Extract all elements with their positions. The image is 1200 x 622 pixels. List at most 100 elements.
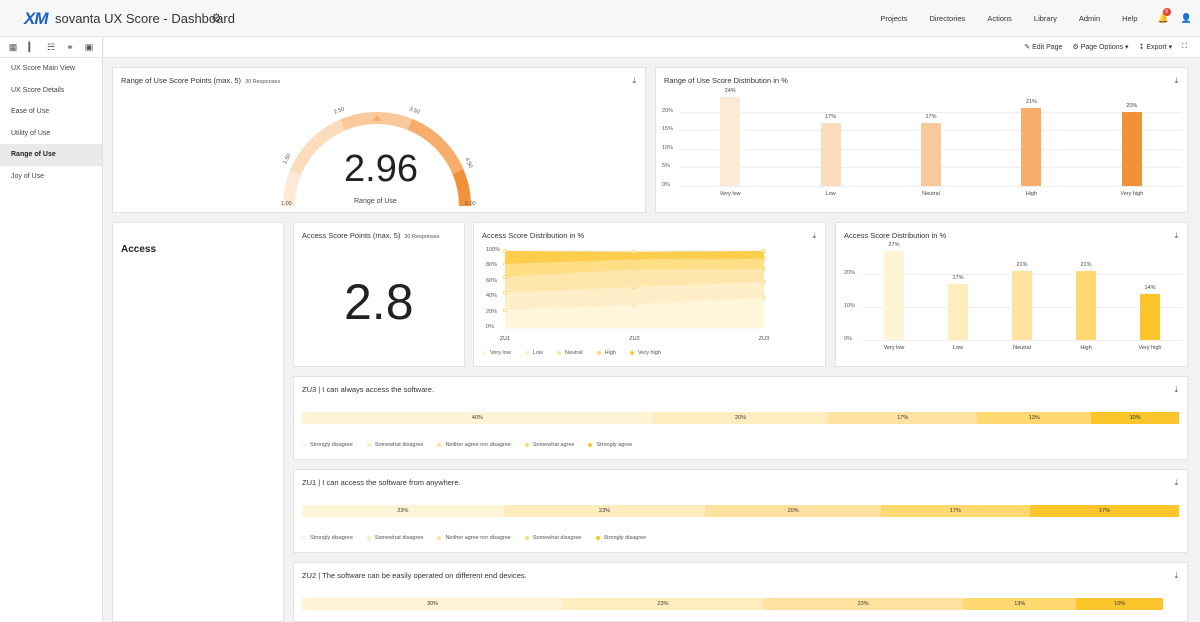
legend-item[interactable]: Neither agree nor disagree — [437, 442, 511, 448]
question-card-zu2: ZU2 | The software can be easily operate… — [293, 562, 1188, 622]
data-point — [762, 249, 766, 253]
bar-value-label: 21% — [1080, 262, 1092, 268]
nav-directories[interactable]: Directories — [929, 14, 966, 23]
legend-item[interactable]: Strongly agree — [588, 442, 632, 448]
access-score-title: Access Score Points (max. 5) 30 Responses — [302, 231, 440, 240]
legend-item[interactable]: Strongly disagree — [302, 535, 353, 541]
download-icon[interactable]: ⤓ — [1174, 76, 1178, 85]
legend-dot — [596, 351, 601, 355]
stack-segment[interactable]: 40% — [302, 412, 653, 424]
category-label: Very low — [883, 345, 905, 351]
nav-projects[interactable]: Projects — [880, 14, 908, 23]
bell-icon[interactable]: 🔔 9 — [1157, 8, 1171, 23]
stack-segment[interactable]: 13% — [977, 412, 1092, 424]
download-icon[interactable]: ⤓ — [1174, 231, 1178, 240]
bar[interactable] — [884, 251, 904, 340]
share-icon[interactable]: ⚭ — [66, 42, 74, 52]
stack-segment[interactable]: 20% — [652, 412, 829, 424]
category-label: Low — [952, 345, 964, 351]
filter-icon[interactable]: ☵ — [46, 42, 56, 52]
legend-item[interactable]: Neither agree nor disagree — [437, 535, 511, 541]
download-icon[interactable]: ⤓ — [1174, 385, 1178, 394]
gear-icon[interactable]: ⚙ — [211, 11, 222, 25]
bar[interactable] — [1012, 271, 1032, 340]
nav-admin[interactable]: Admin — [1078, 14, 1101, 23]
bar[interactable] — [1121, 111, 1142, 186]
nav-actions[interactable]: Actions — [987, 14, 1012, 23]
legend-item[interactable]: Neutral — [556, 350, 583, 356]
export-button[interactable]: ↧ Export ▾ — [1138, 44, 1173, 51]
bar[interactable] — [948, 284, 968, 340]
stack-segment[interactable]: 10% — [1076, 598, 1164, 610]
bar[interactable] — [720, 96, 741, 186]
bar-chart-icon[interactable]: ▎ — [28, 42, 36, 52]
legend-item[interactable]: Somewhat disagree — [366, 442, 423, 448]
legend-item[interactable]: Somewhat disagree — [366, 535, 424, 541]
bar-value-label: 21% — [1016, 262, 1028, 268]
gauge-tick-min: 1.00 — [281, 201, 292, 207]
user-icon[interactable]: 👤 — [1180, 13, 1192, 23]
stack-segment[interactable]: 23% — [302, 505, 504, 517]
y-tick-label: 0% — [844, 336, 852, 342]
legend-item[interactable]: High — [596, 350, 616, 356]
bar[interactable] — [1021, 107, 1042, 186]
stack-segment[interactable]: 17% — [880, 505, 1030, 517]
legend-item[interactable]: Very high — [629, 350, 661, 356]
bar[interactable] — [921, 122, 941, 186]
stack-segment[interactable]: 23% — [503, 505, 706, 517]
legend-item[interactable]: Strongly disagree — [595, 535, 646, 541]
nav-help[interactable]: Help — [1122, 14, 1138, 23]
page-options-button[interactable]: ⚙ Page Options ▾ — [1072, 44, 1129, 51]
legend-dot — [588, 443, 593, 447]
question-title: ZU2 | The software can be easily operate… — [302, 571, 527, 580]
stack-segment[interactable]: 23% — [563, 598, 764, 610]
legend-dot — [366, 443, 371, 447]
y-tick-label: 60% — [486, 277, 498, 284]
nav-library[interactable]: Library — [1033, 14, 1057, 23]
gauge-segment — [407, 118, 465, 176]
edit-page-button[interactable]: ✎ Edit Page — [1024, 44, 1063, 51]
legend-item[interactable]: Somewhat disagree — [524, 535, 582, 541]
stack-segment[interactable]: 17% — [828, 412, 978, 424]
sidebar-item-ux-details[interactable]: UX Score Details — [11, 86, 65, 94]
stack-segment[interactable]: 17% — [1029, 505, 1179, 517]
collapse-icon[interactable]: ▣ — [84, 42, 94, 52]
sidebar-item-joy[interactable]: Joy of Use — [11, 172, 45, 180]
legend-item[interactable]: Strongly disagree — [302, 442, 353, 448]
page-options-label: Page Options — [1080, 44, 1124, 51]
stack-segment[interactable]: 10% — [1091, 412, 1179, 424]
legend-dot — [302, 536, 306, 540]
dashboard-icon[interactable]: ▦ — [8, 42, 18, 52]
stack-segment[interactable]: 20% — [705, 505, 881, 517]
legend-item[interactable]: Very low — [482, 350, 511, 356]
bar[interactable] — [820, 122, 841, 186]
legend-label: Somewhat agree — [532, 442, 575, 448]
sidebar-item-utility[interactable]: Utility of Use — [11, 129, 51, 137]
sidebar-item-ease[interactable]: Ease of Use — [11, 108, 50, 115]
y-tick-label: 80% — [486, 262, 498, 269]
access-bar-card: Access Score Distribution in % ⤓ 0% 10% 20… — [835, 222, 1188, 367]
stack-segment[interactable]: 13% — [963, 598, 1077, 610]
expand-icon[interactable]: ⛶ — [1182, 43, 1187, 50]
xm-logo[interactable]: XM — [24, 9, 48, 28]
gauge-label: Range of Use — [354, 198, 397, 205]
bar-value-label: 17% — [925, 113, 937, 120]
download-icon[interactable]: ⤓ — [1174, 478, 1178, 487]
bar[interactable] — [1076, 271, 1096, 340]
bar[interactable] — [1140, 294, 1160, 340]
stack-segment[interactable]: 23% — [763, 598, 964, 610]
legend-label: Somewhat disagree — [374, 535, 424, 541]
legend-item[interactable]: Somewhat agree — [524, 442, 575, 448]
download-icon[interactable]: ⤓ — [632, 76, 636, 85]
y-tick-label: 10% — [844, 303, 856, 310]
y-tick-label: 0% — [662, 182, 670, 188]
download-icon[interactable]: ⤓ — [1174, 571, 1178, 580]
access-section-card: Access — [112, 222, 284, 622]
stack-segment[interactable]: 30% — [302, 598, 563, 610]
legend-label: Somewhat disagree — [532, 535, 582, 541]
legend-item[interactable]: Low — [524, 350, 543, 356]
sidebar-item-ux-main[interactable]: UX Score Main View — [11, 65, 76, 72]
sidebar-item-range[interactable]: Range of Use — [0, 144, 102, 166]
responses-count: 30 Responses — [245, 79, 281, 85]
download-icon[interactable]: ⤓ — [812, 231, 816, 240]
